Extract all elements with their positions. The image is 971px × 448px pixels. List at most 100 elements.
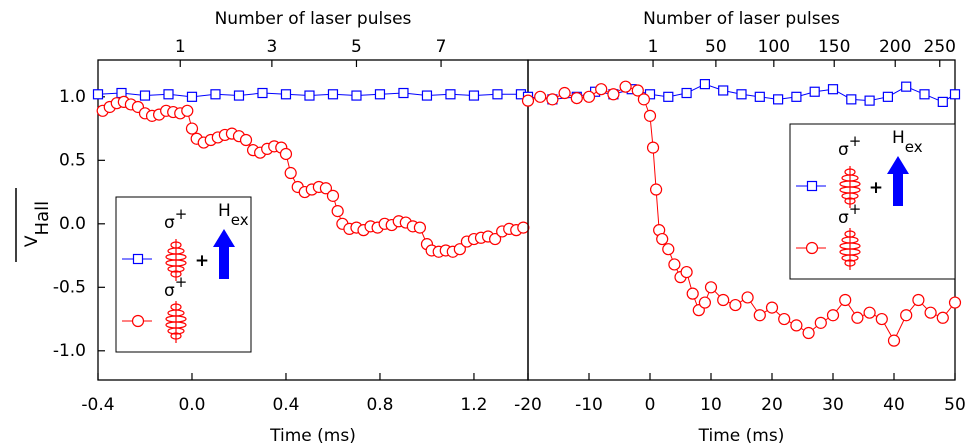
data-point (839, 293, 852, 307)
data-point (754, 91, 765, 102)
data-point (912, 293, 925, 307)
x-tick-label: -10 (575, 395, 603, 415)
x2-tick-label: 1 (648, 37, 659, 57)
x2-tick-label: 100 (758, 37, 790, 57)
icon-lobe (844, 197, 856, 205)
data-point (327, 89, 339, 100)
data-point (279, 147, 293, 161)
legend-marker (132, 253, 144, 265)
legend-marker (805, 241, 819, 255)
data-point (646, 141, 660, 154)
data-point (704, 281, 718, 294)
data-point (802, 326, 815, 340)
data-point (607, 88, 620, 101)
data-point (936, 311, 949, 324)
orbital-icon (839, 228, 861, 270)
data-point (304, 90, 315, 101)
data-point (558, 86, 571, 100)
data-point (163, 89, 174, 100)
legend-label-script: + (849, 132, 862, 150)
field-arrow (887, 156, 909, 206)
legend-field: Hex (892, 128, 923, 156)
data-point (882, 91, 894, 102)
legend-label-script: + (849, 200, 862, 218)
data-point (937, 96, 948, 108)
data-point (649, 183, 663, 196)
data-point (139, 90, 151, 101)
data-point (374, 89, 386, 100)
data-point (631, 84, 644, 97)
x2-tick-label: 7 (436, 37, 447, 57)
icon-lobe (170, 332, 182, 340)
legend-label: σ+ (164, 273, 187, 302)
data-point (185, 122, 199, 135)
x-tick-label: 0.4 (272, 395, 299, 415)
x2-tick-label: 200 (879, 37, 911, 57)
data-point (864, 95, 875, 106)
legend-field-script: ex (905, 138, 923, 156)
data-point (181, 104, 194, 117)
data-point (453, 243, 466, 256)
x2-tick-label: 3 (266, 37, 277, 57)
x-tick-label: -20 (514, 395, 542, 415)
data-point (741, 291, 754, 304)
data-point (681, 87, 692, 99)
legend-field-script: ex (231, 211, 249, 229)
data-point (680, 265, 693, 279)
x-tick-label: 20 (761, 395, 783, 415)
x2-tick-label: 1 (175, 37, 186, 57)
icon-lobe (167, 265, 185, 273)
y-tick-label: 1.0 (59, 87, 86, 107)
x-tick-label: 0.0 (178, 395, 205, 415)
icon-lobe (841, 254, 859, 262)
data-point (827, 84, 839, 95)
data-point (791, 91, 802, 102)
data-point (92, 89, 104, 100)
data-point (924, 306, 937, 319)
data-point (699, 79, 711, 90)
legend-field-main: H (892, 128, 905, 148)
data-point (517, 221, 530, 234)
data-point (718, 85, 729, 96)
x-tick-label: 0 (645, 395, 656, 415)
data-point (239, 133, 253, 147)
data-point (949, 89, 961, 100)
data-point (948, 296, 962, 309)
icon-lobe (167, 327, 185, 335)
legend-marker (131, 314, 145, 328)
y-tick-label: -1.0 (53, 341, 86, 361)
data-point (619, 80, 632, 93)
y-tick-label: -0.5 (53, 277, 86, 297)
legend-label-main: σ (838, 208, 849, 228)
data-point (492, 89, 503, 100)
data-point (445, 89, 456, 100)
data-point (736, 89, 747, 100)
data-point (570, 91, 583, 105)
data-point (233, 90, 245, 101)
data-point (534, 90, 547, 103)
x2-tick-label: 150 (818, 37, 850, 57)
icon-lobe (170, 270, 182, 278)
x2-tick-label: 5 (351, 37, 362, 57)
data-point (901, 81, 912, 92)
legend-label-main: σ (164, 213, 175, 233)
data-point (698, 296, 712, 309)
legend-plus: + (869, 178, 883, 198)
icon-lobe (844, 259, 856, 267)
data-point (753, 309, 766, 322)
x-tick-label: 0.8 (366, 395, 393, 415)
legend-marker (806, 180, 818, 192)
data-point (717, 293, 730, 307)
x2-tick-label: 250 (924, 37, 956, 57)
data-point (398, 87, 409, 99)
y-axis-title: VHall (22, 201, 53, 247)
data-point (826, 309, 840, 322)
data-point (662, 243, 675, 256)
x2-axis-title: Number of laser pulses (215, 9, 412, 29)
icon-lobe (841, 192, 859, 200)
legend-label: σ+ (838, 200, 861, 229)
orbital-icon (165, 239, 187, 281)
data-point (326, 189, 340, 202)
data-point (765, 301, 779, 314)
data-point (489, 232, 502, 246)
